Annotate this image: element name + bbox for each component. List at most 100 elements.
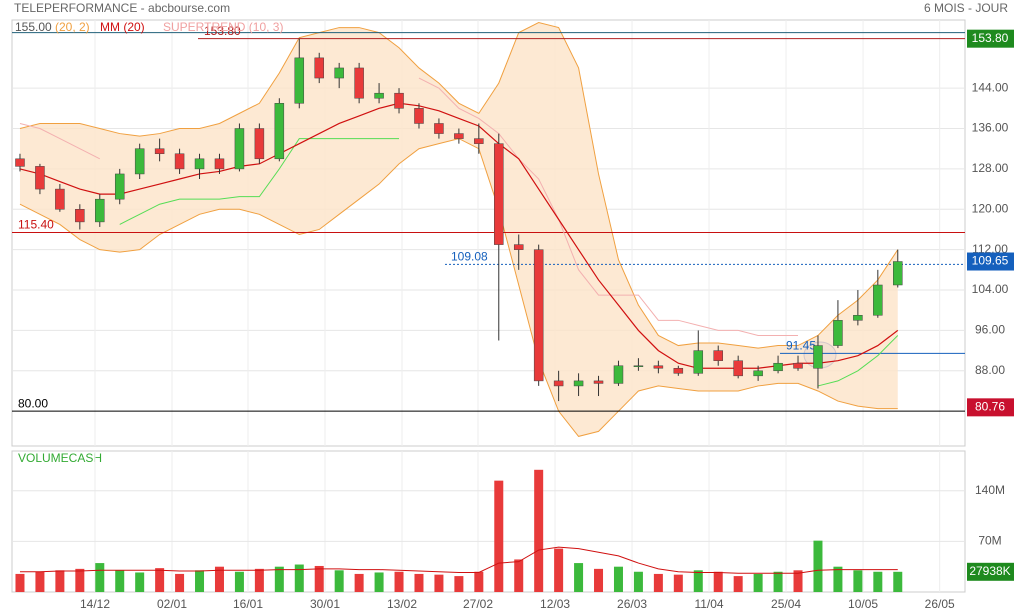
- volume-bar: [15, 573, 25, 592]
- candle-body: [35, 166, 45, 190]
- volume-bar: [574, 563, 584, 592]
- volume-bar: [534, 469, 544, 592]
- candle-body: [394, 92, 404, 109]
- x-tick-label: 10/05: [848, 597, 878, 611]
- y-tick-label: 112.00: [972, 242, 1008, 256]
- candle-body: [314, 57, 324, 79]
- candle-body: [294, 57, 305, 104]
- y-tick-label: 96.00: [975, 323, 1005, 337]
- volume-bar: [633, 571, 643, 592]
- volume-bar: [613, 566, 623, 592]
- volume-bar: [354, 573, 364, 592]
- candle-body: [434, 123, 444, 134]
- x-tick-label: 26/05: [925, 597, 955, 611]
- volume-bar: [374, 572, 384, 592]
- volume-panel: [11, 450, 966, 593]
- candle-body: [553, 380, 564, 387]
- volume-bar: [813, 540, 823, 592]
- price-label-box: [967, 252, 1014, 271]
- volume-bar: [474, 571, 484, 592]
- candle-body: [893, 261, 903, 286]
- x-tick-label: 11/04: [694, 597, 723, 611]
- volume-bar: [454, 576, 464, 592]
- candle-body: [573, 380, 584, 387]
- volume-bar: [693, 570, 703, 592]
- volume-bar: [175, 573, 185, 592]
- candle-body: [55, 188, 65, 210]
- volume-bar: [234, 571, 244, 592]
- candle-body: [533, 249, 544, 382]
- volume-bar: [853, 570, 863, 592]
- supertrend-line: [19, 122, 101, 160]
- candle-body: [753, 370, 763, 377]
- volume-bar: [274, 566, 284, 592]
- x-tick-label: 26/03: [617, 597, 647, 611]
- x-tick-label: 30/01: [310, 597, 340, 611]
- y-tick-label: 70M: [978, 534, 1001, 548]
- candle-body: [833, 320, 843, 346]
- candle-body: [134, 148, 145, 175]
- chart-title: TELEPERFORMANCE - abcbourse.com: [14, 1, 230, 15]
- volume-bar: [793, 570, 803, 592]
- x-tick-label: 16/01: [233, 597, 263, 611]
- h-line-label: 115.40: [18, 218, 54, 232]
- volume-bar: [155, 568, 165, 592]
- candle-body: [354, 67, 364, 99]
- candle-body: [713, 350, 723, 361]
- volume-bar: [713, 571, 723, 592]
- candle-body: [733, 360, 743, 377]
- volume-bar: [873, 571, 883, 592]
- volume-bar: [294, 564, 304, 592]
- legend-entry: 155.00: [15, 20, 52, 34]
- candle-body: [454, 133, 464, 139]
- ma-line: [19, 102, 899, 369]
- band-line: [19, 21, 899, 349]
- candle-body: [374, 92, 384, 99]
- volume-bar: [773, 571, 783, 592]
- y-tick-label: 104.00: [972, 282, 1009, 296]
- h-line-label: 153.80: [204, 24, 241, 38]
- candle-body: [813, 345, 823, 369]
- volume-bar: [55, 570, 65, 592]
- price-label-box: [967, 398, 1014, 417]
- volume-bar: [314, 565, 324, 592]
- candle-body: [75, 209, 85, 223]
- candle-body: [114, 173, 125, 200]
- candle-body: [673, 368, 684, 374]
- legend-entry: (20, 2): [55, 20, 90, 34]
- price-label: 80.76: [975, 400, 1005, 414]
- volume-bar: [195, 570, 205, 592]
- supertrend-line: [119, 138, 400, 225]
- candle-body: [773, 362, 783, 372]
- candle-body: [154, 148, 165, 155]
- candle-body: [633, 365, 644, 367]
- candle-body: [414, 108, 424, 124]
- candle-body: [214, 158, 225, 170]
- volume-bar: [594, 568, 604, 592]
- volume-bar: [394, 571, 404, 592]
- candle-body: [873, 284, 883, 316]
- candle-body: [95, 198, 105, 223]
- volume-bar: [434, 574, 444, 592]
- x-tick-label: 12/03: [540, 597, 570, 611]
- candle-body: [653, 365, 664, 369]
- volume-bar: [95, 563, 105, 592]
- volume-bar: [35, 571, 45, 592]
- candle-body: [494, 143, 504, 245]
- x-tick-label: 02/01: [157, 597, 187, 611]
- y-tick-label: 144.00: [972, 80, 1009, 94]
- candle-body: [15, 158, 25, 167]
- candle-body: [194, 158, 205, 170]
- candle-body: [513, 244, 524, 250]
- price-label: 109.65: [972, 254, 1009, 268]
- volume-bar: [135, 572, 145, 592]
- candle-body: [254, 128, 265, 160]
- candle-body: [274, 103, 285, 160]
- volume-bar: [554, 548, 564, 592]
- volume-bar: [334, 570, 344, 592]
- x-tick-label: 13/02: [387, 597, 417, 611]
- y-tick-label: 120.00: [972, 201, 1009, 215]
- volume-bar: [893, 571, 903, 592]
- y-tick-label: 136.00: [972, 121, 1009, 135]
